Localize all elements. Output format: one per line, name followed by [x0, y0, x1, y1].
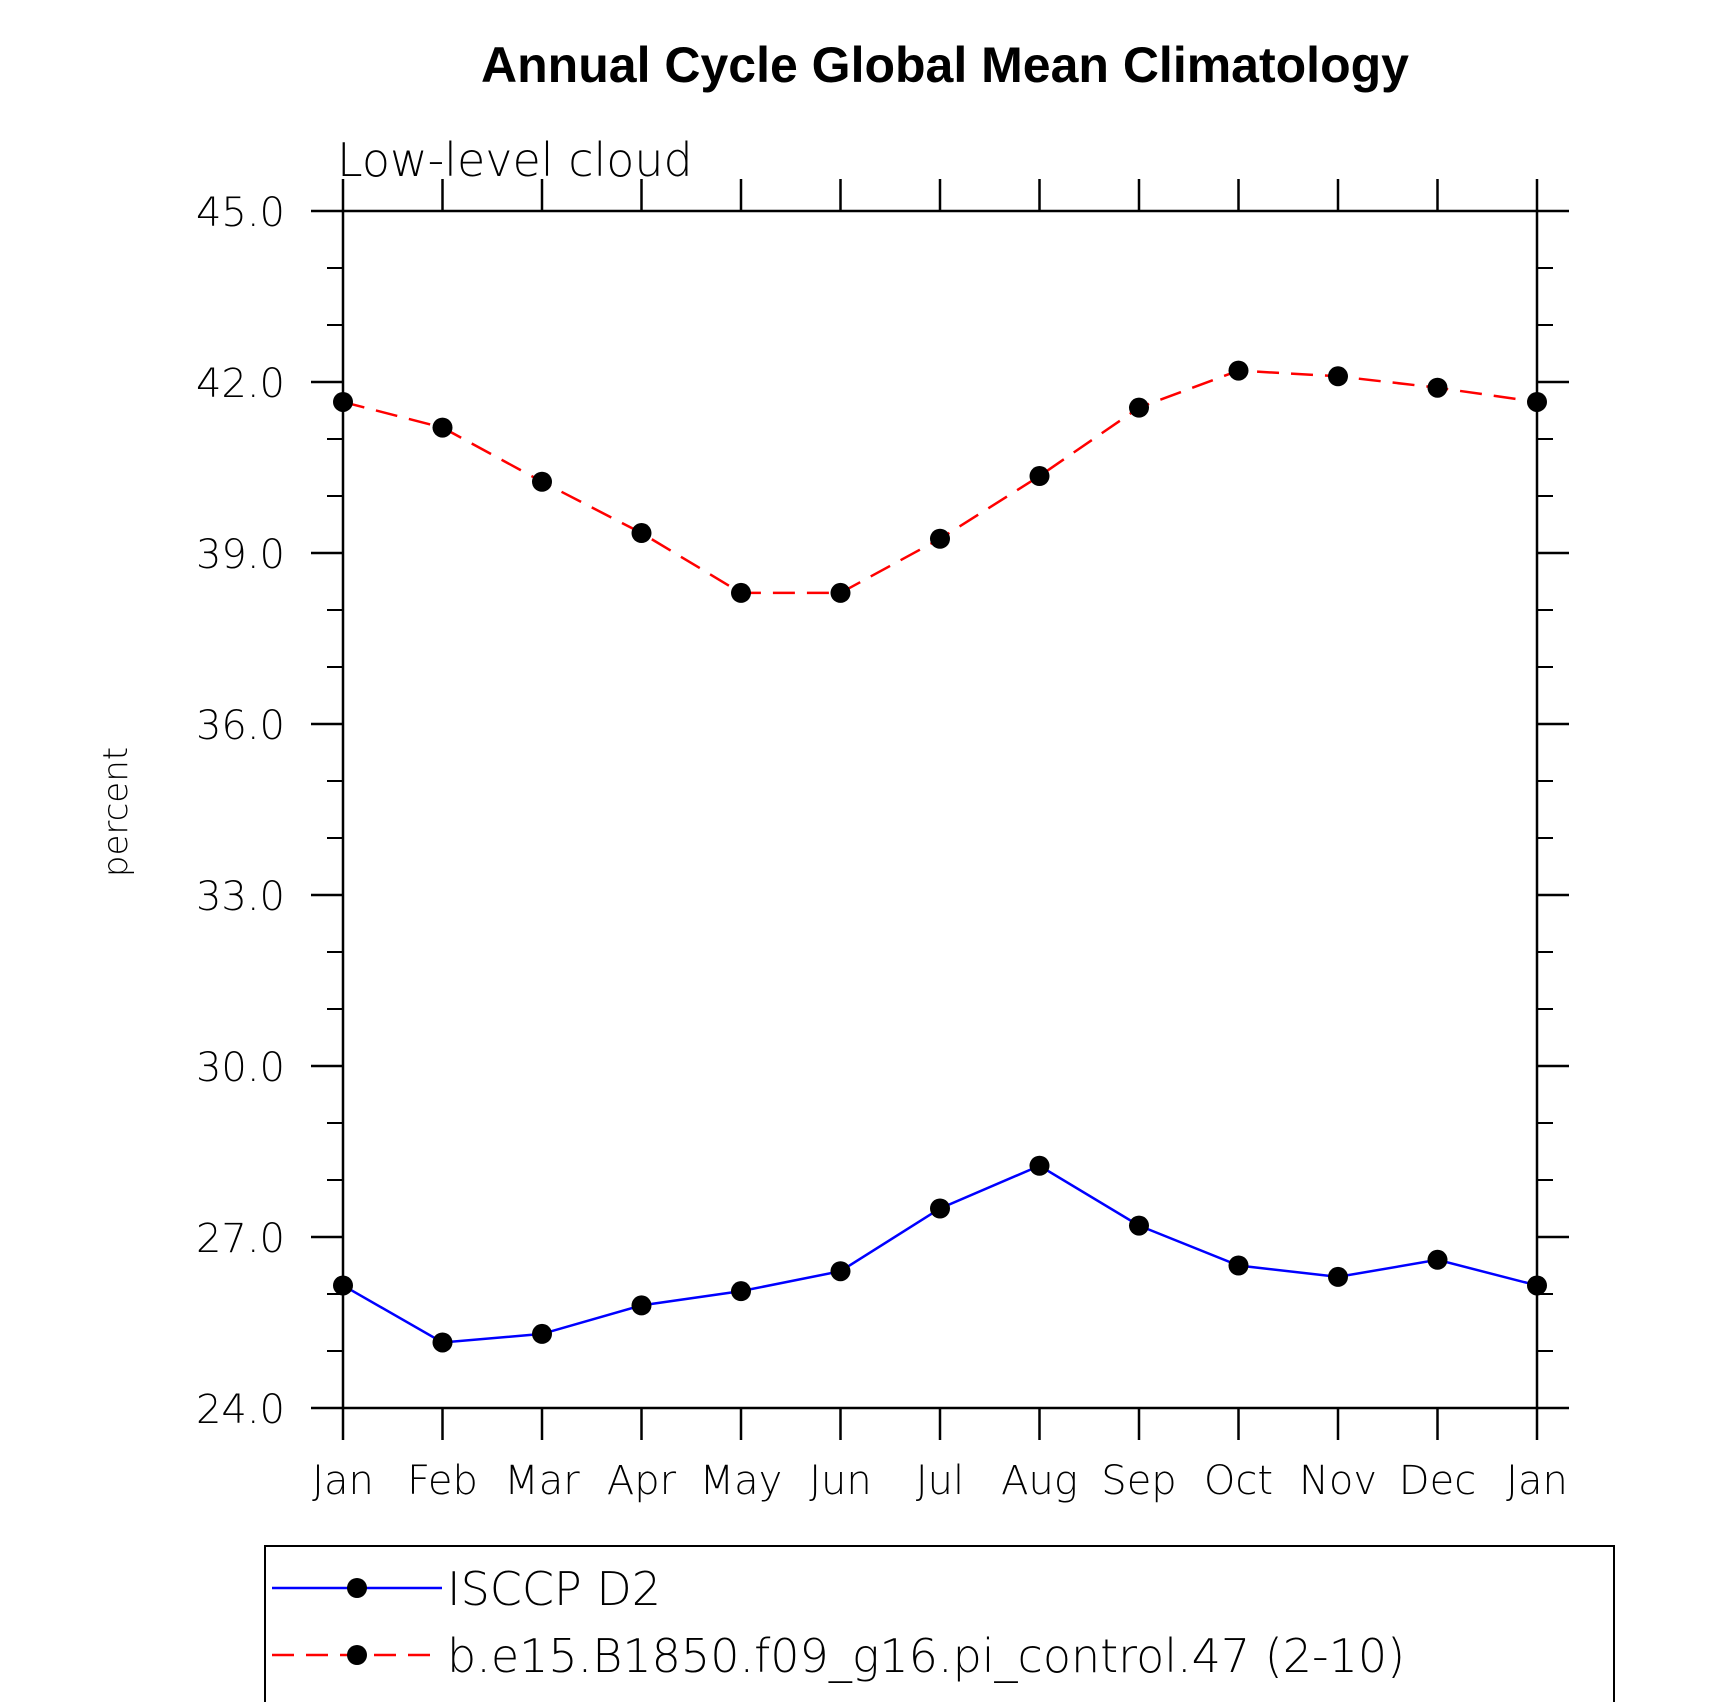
series-2-point	[1129, 397, 1149, 418]
series-2-point	[830, 582, 851, 603]
x-tick-label: Feb	[407, 1458, 478, 1504]
x-tick-label: Jun	[809, 1458, 872, 1504]
series-2-point	[631, 523, 652, 544]
series-1-point	[1029, 1155, 1050, 1176]
x-axis-ticks: Jan Feb Mar Apr May Jun Jul Aug Sep Oct Nov Dec Jan	[312, 179, 1568, 1504]
y-tick-label: 45.0	[196, 190, 285, 236]
series-1-point	[333, 1275, 353, 1296]
y-tick-label: 36.0	[196, 703, 285, 749]
series-1-point	[731, 1281, 751, 1302]
x-tick-label: May	[700, 1458, 783, 1504]
series-2-point	[1029, 466, 1050, 487]
series-line-1	[342, 1164, 1538, 1344]
series-1-point	[1527, 1275, 1547, 1296]
chart-subtitle: Low-level cloud	[337, 133, 693, 187]
series-1-point	[830, 1261, 851, 1282]
series-1-point	[1427, 1249, 1448, 1270]
series-2-point	[1527, 391, 1547, 412]
series-2-point	[930, 528, 950, 549]
series-2-point	[333, 391, 353, 412]
legend-box	[264, 1545, 1615, 1702]
series-line-2	[342, 369, 1538, 595]
series-1-point	[930, 1198, 950, 1219]
series-1-point	[432, 1332, 453, 1353]
x-tick-label: Dec	[1399, 1458, 1476, 1504]
series-2-point	[432, 417, 453, 438]
y-axis-ticks: 24.0 27.0 30.0 33.0 36.0 39.0 42.0 45.0	[196, 190, 1569, 1433]
x-tick-label: Oct	[1204, 1458, 1273, 1504]
x-tick-label: Jul	[916, 1458, 964, 1504]
x-tick-label: Nov	[1299, 1458, 1377, 1504]
y-tick-label: 24.0	[196, 1387, 285, 1433]
series-1-point	[1228, 1255, 1249, 1276]
series-2-point	[1228, 360, 1249, 381]
series-2-point	[731, 582, 751, 603]
legend-label-1: ISCCP D2	[447, 1562, 661, 1616]
chart-title: Annual Cycle Global Mean Climatology	[481, 37, 1409, 93]
y-axis-label: percent	[96, 747, 136, 877]
x-tick-label: Apr	[607, 1458, 677, 1504]
series-1-point	[532, 1323, 552, 1344]
x-tick-label: Sep	[1101, 1458, 1176, 1504]
y-tick-label: 30.0	[196, 1045, 285, 1091]
x-tick-label: Jan	[1506, 1458, 1568, 1504]
x-tick-label: Jan	[312, 1458, 374, 1504]
series-1-point	[1129, 1215, 1149, 1236]
y-tick-label: 33.0	[196, 874, 285, 920]
series-layer	[333, 360, 1547, 1353]
series-2-point	[532, 471, 552, 492]
y-tick-label: 39.0	[196, 532, 285, 578]
series-1-point	[1328, 1266, 1348, 1287]
legend-marker-2	[347, 1645, 367, 1665]
legend-marker-1	[347, 1578, 367, 1598]
legend-label-2: b.e15.B1850.f09_g16.pi_control.47 (2-10)	[447, 1629, 1405, 1683]
series-2-point	[1427, 377, 1448, 398]
plot-frame	[341, 209, 1539, 1410]
y-tick-label: 42.0	[196, 361, 285, 407]
y-tick-label: 27.0	[196, 1216, 285, 1262]
legend: ISCCP D2 b.e15.B1850.f09_g16.pi_control.4…	[264, 1545, 1615, 1702]
series-2-point	[1328, 366, 1348, 387]
series-1-point	[631, 1295, 652, 1316]
x-tick-label: Mar	[504, 1458, 580, 1504]
x-tick-label: Aug	[1001, 1458, 1078, 1504]
